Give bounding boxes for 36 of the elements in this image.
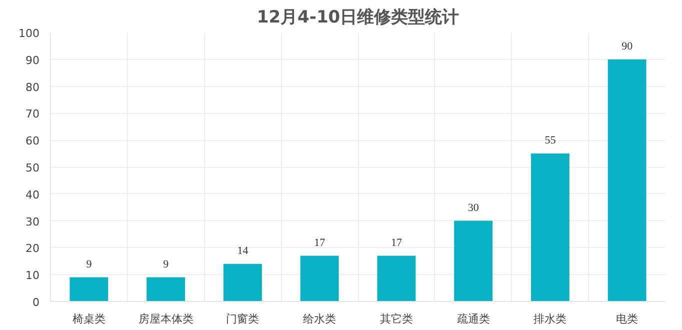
bar [377, 256, 416, 302]
y-tick-label: 80 [26, 80, 40, 94]
y-tick-label: 40 [26, 188, 40, 202]
bar [223, 264, 262, 302]
bar [146, 277, 186, 302]
x-tick-label: 门窗类 [226, 312, 260, 326]
bar [70, 277, 108, 302]
data-label: 9 [86, 258, 92, 270]
x-tick-label: 椅桌类 [72, 312, 106, 326]
chart-title: 12月4-10日维修类型统计 [256, 8, 460, 28]
y-tick-label: 0 [32, 296, 40, 309]
x-tick-label: 给水类 [303, 312, 336, 326]
y-tick-label: 90 [26, 54, 40, 67]
y-tick-label: 20 [26, 242, 40, 256]
bar [608, 59, 646, 302]
y-tick-label: 70 [26, 108, 40, 121]
data-label: 90 [622, 40, 634, 52]
y-tick-label: 50 [26, 162, 40, 174]
y-tick-label: 30 [26, 215, 40, 228]
x-tick-label: 电类 [616, 312, 638, 326]
x-tick-label: 排水类 [534, 312, 567, 326]
y-tick-label: 10 [26, 269, 40, 282]
bar [454, 220, 493, 302]
x-tick-label: 房屋本体类 [138, 312, 194, 326]
bar [530, 154, 570, 302]
data-label: 17 [314, 236, 326, 249]
data-label: 30 [468, 202, 480, 214]
data-label: 14 [237, 244, 249, 257]
data-label: 9 [163, 258, 170, 270]
x-tick-label: 疏通类 [456, 312, 490, 326]
bar [300, 256, 339, 302]
x-tick-label: 其它类 [380, 312, 413, 326]
y-tick-label: 100 [18, 27, 40, 40]
data-label: 55 [544, 134, 556, 147]
data-label: 17 [390, 236, 402, 249]
y-tick-label: 60 [26, 134, 40, 148]
